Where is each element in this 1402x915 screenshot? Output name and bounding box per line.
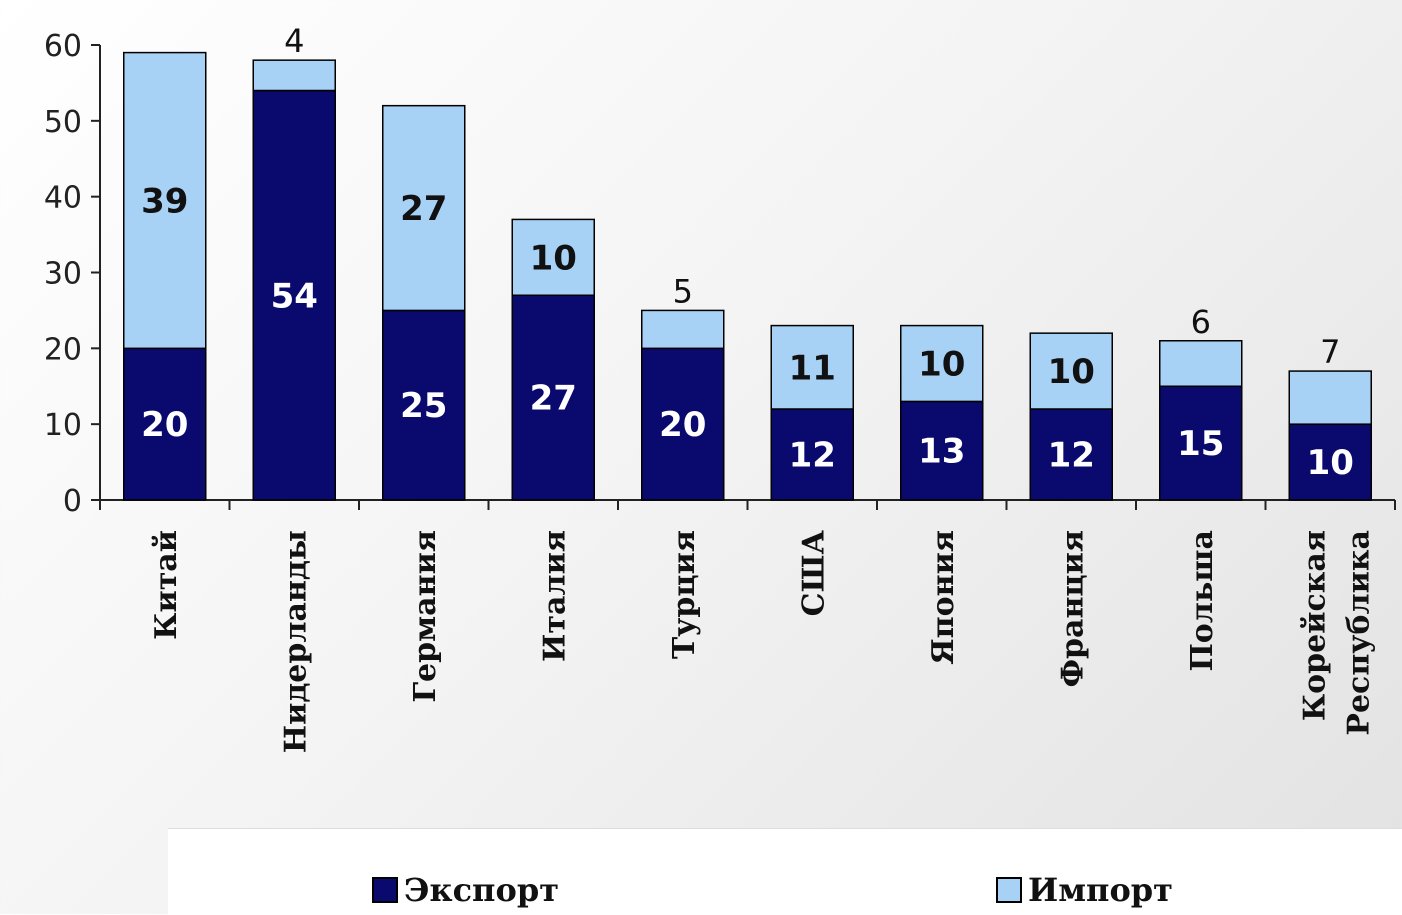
bar-export bbox=[900, 400, 984, 501]
data-label-export: 20 bbox=[141, 405, 188, 445]
data-label-export: 25 bbox=[400, 386, 447, 426]
legend-item-import: Импорт bbox=[996, 871, 1173, 909]
data-label-import: 10 bbox=[918, 345, 965, 385]
y-tick-label: 60 bbox=[44, 29, 82, 64]
category-label: Франция bbox=[1055, 530, 1090, 687]
category-label: Япония bbox=[926, 530, 961, 665]
data-label-export: 12 bbox=[789, 436, 836, 476]
legend-swatch-import bbox=[996, 877, 1022, 903]
data-label-import: 6 bbox=[1191, 303, 1211, 341]
category-label: Польша bbox=[1185, 530, 1220, 672]
category-label: Германия bbox=[408, 530, 443, 703]
bar-export bbox=[770, 408, 854, 501]
legend-swatch-export bbox=[372, 877, 398, 903]
data-label-import: 7 bbox=[1320, 333, 1340, 371]
data-label-import: 27 bbox=[400, 189, 447, 229]
category-label: Нидерланды bbox=[278, 530, 313, 753]
data-label-export: 15 bbox=[1177, 424, 1224, 464]
legend: Экспорт Импорт bbox=[168, 828, 1402, 915]
category-label: Корейская Республика bbox=[1297, 530, 1376, 736]
category-label: Турция bbox=[667, 530, 702, 659]
data-label-export: 12 bbox=[1048, 436, 1095, 476]
bar-import bbox=[1159, 340, 1243, 387]
data-label-import: 10 bbox=[1048, 352, 1095, 392]
bar-import bbox=[770, 324, 854, 410]
y-tick-label: 50 bbox=[44, 105, 82, 140]
bar-import bbox=[382, 104, 466, 312]
bar-export bbox=[641, 347, 725, 501]
bar-export bbox=[382, 309, 466, 501]
y-tick-label: 30 bbox=[44, 257, 82, 292]
category-label: США bbox=[796, 529, 831, 616]
y-tick-label: 20 bbox=[44, 332, 82, 367]
y-tick-label: 10 bbox=[44, 408, 82, 443]
data-label-export: 20 bbox=[659, 405, 706, 445]
bar-export bbox=[511, 294, 595, 501]
data-label-export: 10 bbox=[1307, 443, 1354, 483]
data-label-import: 4 bbox=[284, 22, 304, 60]
legend-item-export: Экспорт bbox=[372, 871, 559, 909]
bar-export bbox=[1159, 385, 1243, 501]
data-label-import: 5 bbox=[673, 272, 693, 310]
y-tick-label: 40 bbox=[44, 181, 82, 216]
bar-import bbox=[1029, 332, 1113, 410]
data-label-export: 27 bbox=[530, 379, 577, 419]
bar-import bbox=[123, 51, 207, 350]
data-label-export: 13 bbox=[918, 432, 965, 472]
data-label-import: 10 bbox=[530, 238, 577, 278]
bar-import bbox=[1288, 370, 1372, 425]
bar-import bbox=[252, 59, 336, 92]
legend-label-import: Импорт bbox=[1028, 871, 1173, 909]
bar-export bbox=[123, 347, 207, 501]
category-label: Китай bbox=[149, 530, 184, 640]
bar-export bbox=[1029, 408, 1113, 501]
data-label-import: 11 bbox=[789, 348, 836, 388]
data-label-import: 39 bbox=[141, 181, 188, 221]
legend-label-export: Экспорт bbox=[404, 871, 560, 909]
stacked-bar-chart: 0 10 20 30 40 50 60 20 39 Китай 54 4 Нидерланды 25 27 Г… bbox=[44, 22, 1396, 753]
data-label-export: 54 bbox=[271, 276, 318, 316]
bar-export bbox=[252, 89, 336, 501]
category-label: Италия bbox=[537, 530, 572, 662]
bar-import bbox=[511, 218, 595, 297]
bar-import bbox=[641, 309, 725, 350]
y-tick-label: 0 bbox=[63, 484, 82, 519]
bar-import bbox=[900, 324, 984, 403]
